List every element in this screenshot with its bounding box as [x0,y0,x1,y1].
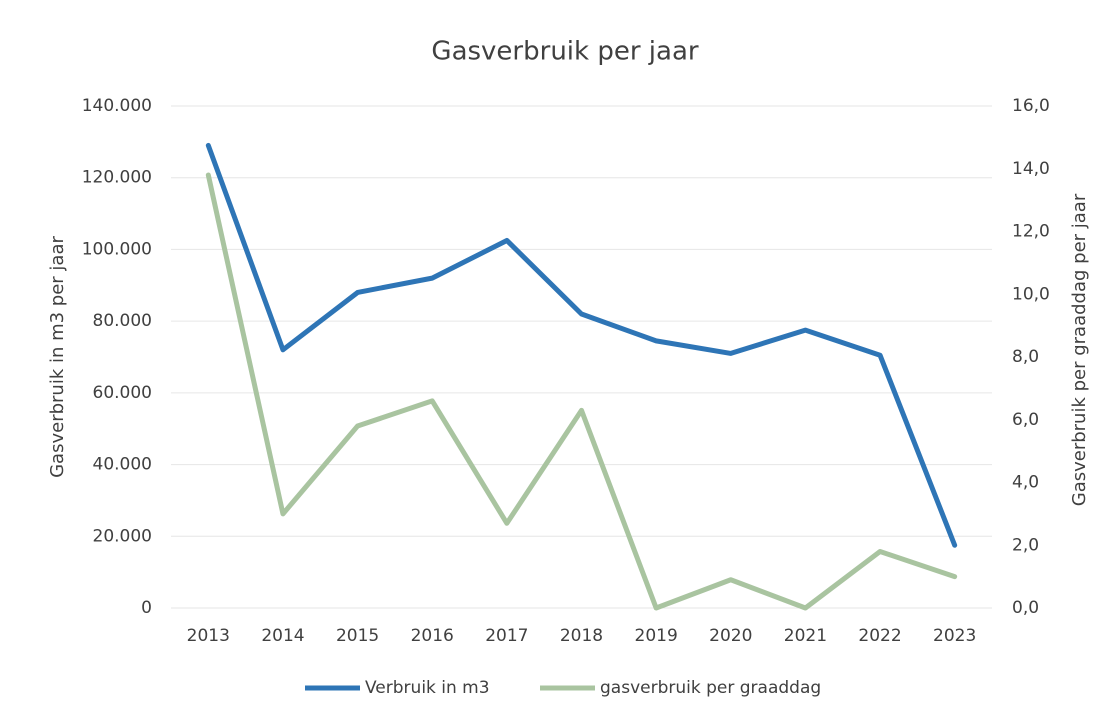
x-tick-label: 2021 [784,626,827,646]
x-tick-label: 2015 [336,626,379,646]
y2-tick-label: 6,0 [1012,410,1039,430]
y-axis-title: Gasverbruik in m3 per jaar [47,236,68,478]
x-tick-label: 2014 [261,626,304,646]
x-tick-label: 2018 [560,626,603,646]
y2-tick-label: 0,0 [1012,598,1039,618]
x-tick-label: 2013 [187,626,230,646]
x-tick-label: 2019 [635,626,678,646]
y-tick-label: 40.000 [93,455,152,475]
x-tick-label: 2023 [933,626,976,646]
y-tick-label: 0 [141,598,152,618]
legend-label: gasverbruik per graaddag [600,678,821,698]
y2-tick-label: 8,0 [1012,347,1039,367]
y2-tick-label: 14,0 [1012,159,1050,179]
y-tick-label: 120.000 [82,168,152,188]
chart-title: Gasverbruik per jaar [431,37,698,67]
y2-axis-title: Gasverbruik per graaddag per jaar [1069,193,1090,506]
line-series [205,142,958,548]
line-series [205,172,958,611]
y2-tick-label: 10,0 [1012,284,1050,304]
x-tick-label: 2016 [411,626,454,646]
y-tick-label: 100.000 [82,239,152,259]
y-tick-label: 20.000 [93,526,152,546]
y-tick-label: 80.000 [93,311,152,331]
x-tick-label: 2022 [858,626,901,646]
x-tick-label: 2020 [709,626,752,646]
y2-tick-label: 16,0 [1012,96,1050,116]
y2-tick-label: 4,0 [1012,473,1039,493]
y-tick-label: 60.000 [93,383,152,403]
legend-label: Verbruik in m3 [365,678,490,698]
y-tick-label: 140.000 [82,96,152,116]
y2-tick-label: 2,0 [1012,535,1039,555]
x-tick-label: 2017 [485,626,528,646]
y2-tick-label: 12,0 [1012,222,1050,242]
